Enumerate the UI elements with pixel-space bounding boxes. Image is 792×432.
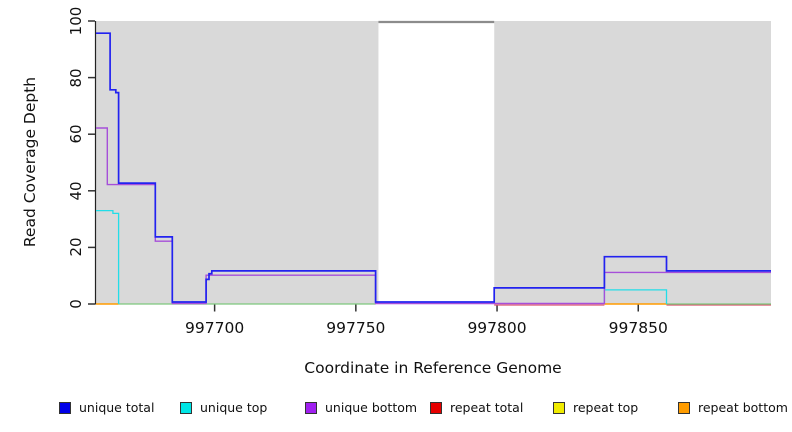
y-tick-label: 100 xyxy=(67,6,85,36)
y-tick-label: 40 xyxy=(67,181,85,201)
y-tick-label: 20 xyxy=(67,237,85,257)
unique-top-swatch-icon xyxy=(180,402,192,414)
legend-label: unique top xyxy=(200,400,268,415)
y-tick-label: 60 xyxy=(67,124,85,144)
y-tick-label: 80 xyxy=(67,68,85,88)
repeat-bottom-swatch-icon xyxy=(678,402,690,414)
x-tick-label: 997800 xyxy=(467,319,527,337)
legend-label: unique total xyxy=(79,400,155,415)
legend-label: repeat total xyxy=(450,400,524,415)
x-tick-label: 997700 xyxy=(185,319,245,337)
x-tick-label: 997750 xyxy=(326,319,386,337)
repeat-top-swatch-icon xyxy=(553,402,565,414)
legend-item-unique-top: unique top xyxy=(180,401,267,415)
legend-label: unique bottom xyxy=(325,400,418,415)
legend-item-repeat-top: repeat top xyxy=(553,401,638,415)
x-axis-title: Coordinate in Reference Genome xyxy=(304,359,562,377)
y-axis-title: Read Coverage Depth xyxy=(21,76,39,248)
legend-item-repeat-total: repeat total xyxy=(430,401,523,415)
legend-item-unique-bottom: unique bottom xyxy=(305,401,417,415)
unique-bottom-swatch-icon xyxy=(305,402,317,414)
x-tick-label: 997850 xyxy=(608,319,668,337)
unique-total-swatch-icon xyxy=(59,402,71,414)
legend-label: repeat top xyxy=(573,400,639,415)
legend-item-unique-total: unique total xyxy=(59,401,154,415)
legend-label: repeat bottom xyxy=(698,400,788,415)
legend-item-repeat-bottom: repeat bottom xyxy=(678,401,788,415)
repeat-total-swatch-icon xyxy=(430,402,442,414)
y-tick-label: 0 xyxy=(67,299,85,309)
